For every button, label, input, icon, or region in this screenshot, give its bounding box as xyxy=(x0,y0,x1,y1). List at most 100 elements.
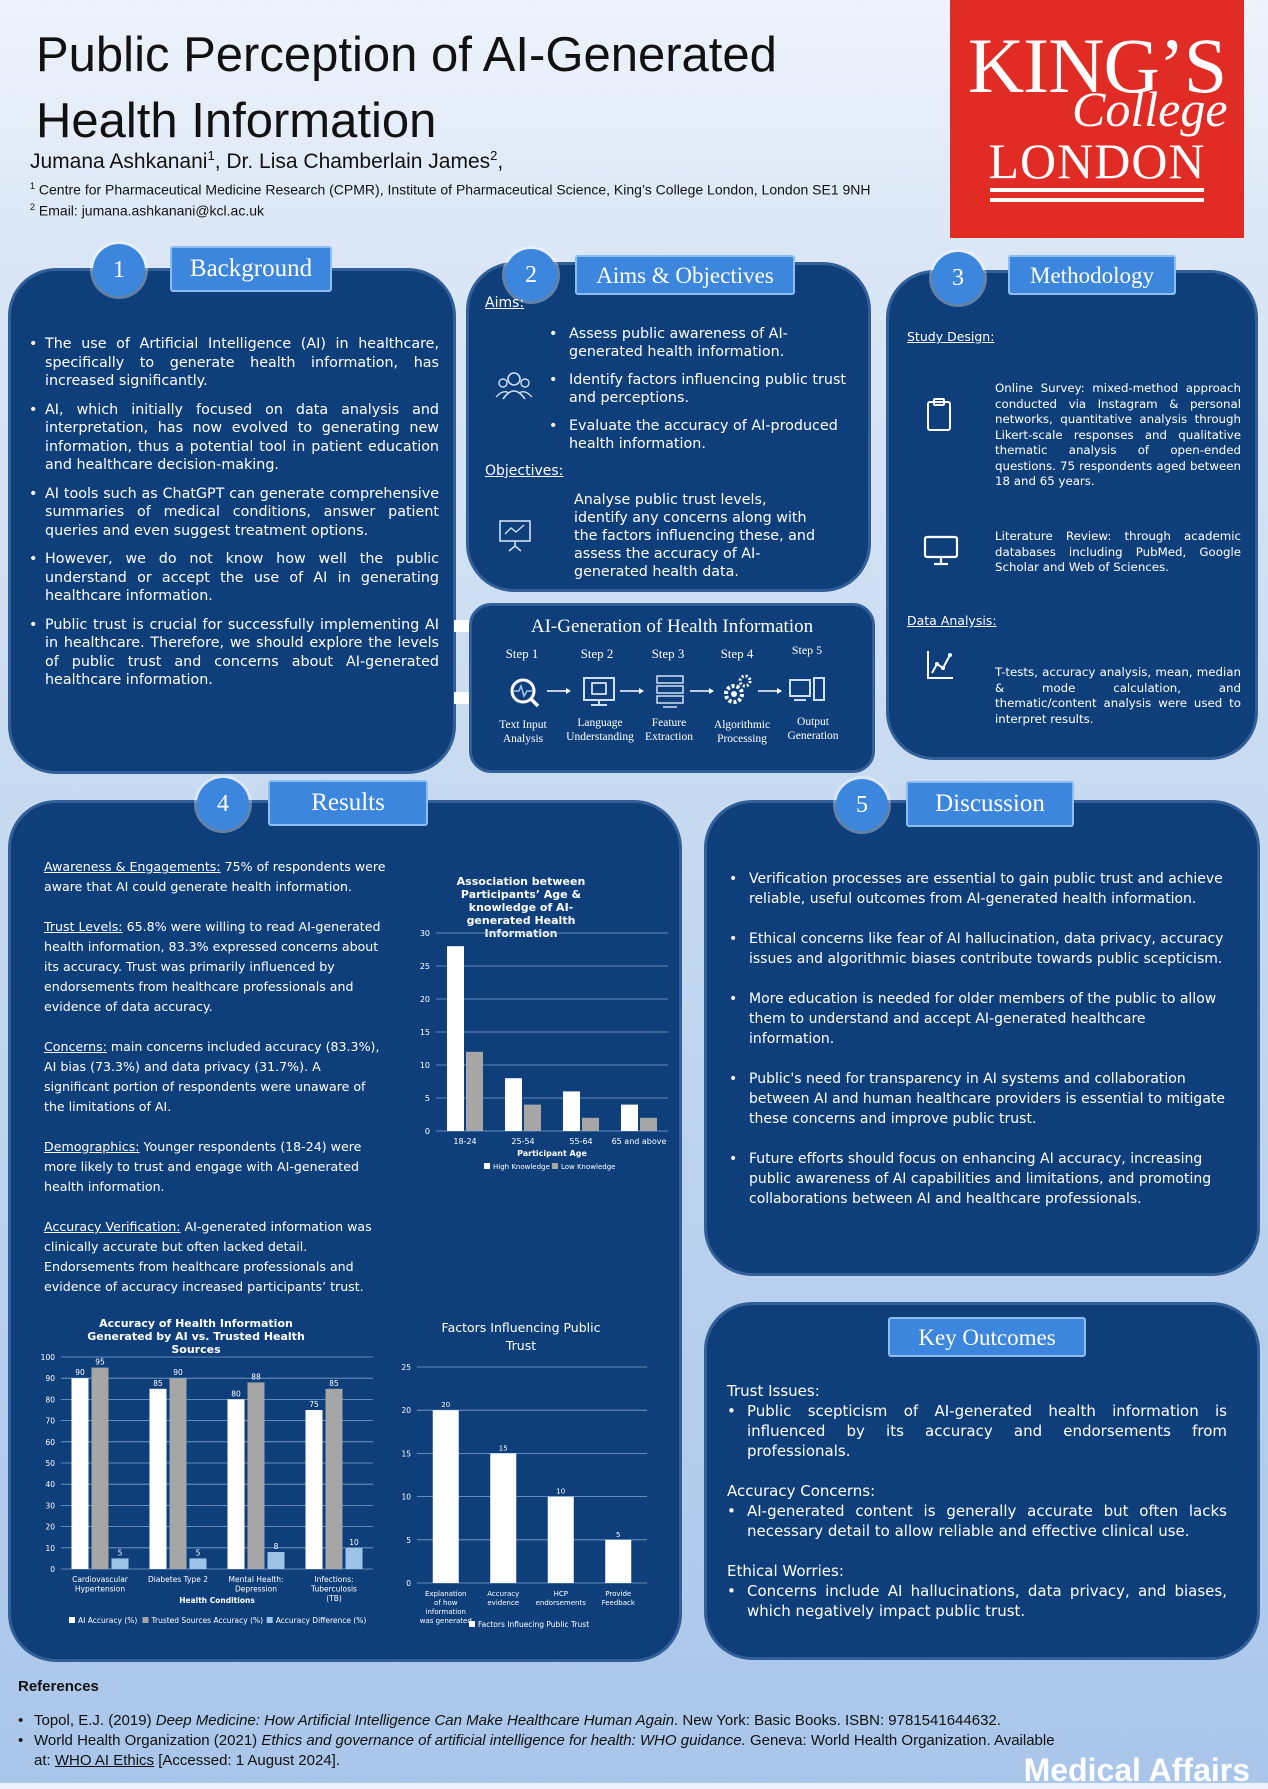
clipboard-icon xyxy=(927,398,951,431)
bar-value-label: 10 xyxy=(349,1538,359,1547)
bar-value-label: 90 xyxy=(75,1368,85,1377)
key-outcomes-heading: Key Outcomes xyxy=(888,1317,1086,1357)
step-4-caption-line: Processing xyxy=(717,733,767,745)
bar xyxy=(345,1547,363,1569)
x-category-label: (TB) xyxy=(326,1594,342,1603)
title-line-2: Health Information xyxy=(36,94,437,148)
x-category-label: Provide xyxy=(605,1590,631,1598)
background-bullet: AI, which initially focused on data anal… xyxy=(29,401,439,475)
step-3-caption-line: Extraction xyxy=(645,731,693,743)
x-category-label: Cardiovascular xyxy=(72,1575,129,1584)
affiliation-2-sup: 2 xyxy=(30,202,36,212)
affiliation-2: 2 Email: jumana.ashkanani@kcl.ac.uk xyxy=(30,202,264,219)
awareness-text: 75% of respondents were aware that AI co… xyxy=(44,859,386,894)
y-tick-label: 80 xyxy=(45,1395,55,1404)
x-category-label: 65 and above xyxy=(612,1137,667,1146)
logo-rule-2 xyxy=(990,198,1204,202)
y-tick-label: 70 xyxy=(45,1417,55,1426)
y-tick-label: 0 xyxy=(50,1565,55,1574)
bar xyxy=(189,1558,207,1569)
results-heading: Results xyxy=(268,780,428,826)
outcome-heading: Trust Issues: xyxy=(727,1382,820,1400)
y-tick-label: 30 xyxy=(420,929,430,938)
who-ai-ethics-link[interactable]: WHO AI Ethics xyxy=(54,1752,155,1769)
bar-value-label: 15 xyxy=(499,1444,508,1452)
accuracy-verification-label: Accuracy Verification: xyxy=(44,1219,181,1234)
x-category-label: endorsements xyxy=(536,1599,587,1607)
outcome-heading: Accuracy Concerns: xyxy=(727,1482,876,1500)
bar-value-label: 90 xyxy=(173,1368,183,1377)
concerns-label: Concerns: xyxy=(44,1039,107,1054)
x-category-label: 55-64 xyxy=(569,1137,592,1146)
trust-factors-chart-title: Factors Influencing Public Trust xyxy=(441,1320,601,1353)
outcome-list: Public scepticism of AI-generated health… xyxy=(727,1401,1227,1461)
pipeline-arrow-head xyxy=(566,688,571,694)
outcome-heading: Ethical Worries: xyxy=(727,1562,844,1580)
step-3-label: Step 3 xyxy=(651,646,685,661)
presentation-board-icon xyxy=(499,520,531,552)
bar xyxy=(247,1382,265,1569)
author-2: , Dr. Lisa Chamberlain James xyxy=(214,150,491,173)
y-tick-label: 50 xyxy=(45,1459,55,1468)
aim-item: Evaluate the accuracy of AI-produced hea… xyxy=(549,417,849,453)
bar xyxy=(305,1410,323,1569)
legend-swatch xyxy=(484,1163,490,1169)
key-outcomes-content: Trust Issues: Public scepticism of AI-ge… xyxy=(727,1381,1227,1621)
logo-line-3: LONDON xyxy=(988,133,1206,189)
bar xyxy=(640,1117,657,1131)
background-panel: The use of Artificial Intelligence (AI) … xyxy=(8,268,456,774)
legend-label: Accuracy Difference (%) xyxy=(276,1616,367,1625)
discussion-bullet: Future efforts should focus on enhancing… xyxy=(729,1149,1229,1209)
aims-heading: Aims & Objectives xyxy=(575,255,795,295)
bar-value-label: 20 xyxy=(441,1401,450,1409)
bar-value-label: 5 xyxy=(616,1531,620,1539)
y-tick-label: 5 xyxy=(425,1094,430,1103)
references-section: References Topol, E.J. (2019) Deep Medic… xyxy=(18,1678,1238,1771)
outcome-text: Concerns include AI hallucinations, data… xyxy=(727,1581,1227,1621)
y-tick-label: 20 xyxy=(420,995,430,1004)
author-line: Jumana Ashkanani1, Dr. Lisa Chamberlain … xyxy=(30,148,503,174)
y-tick-label: 10 xyxy=(45,1544,55,1553)
background-heading: Background xyxy=(170,246,332,292)
x-category-label: Accuracy xyxy=(487,1590,519,1598)
bar-value-label: 80 xyxy=(231,1389,241,1398)
bar xyxy=(621,1104,638,1131)
step-2-caption: Language Understanding xyxy=(560,716,640,744)
section-number-4: 4 xyxy=(197,778,249,830)
logo-rule-1 xyxy=(990,188,1204,192)
bar xyxy=(490,1453,517,1583)
step-3-caption-line: Feature xyxy=(651,717,687,729)
y-tick-label: 60 xyxy=(45,1438,55,1447)
footer-brand: Medical Affairs xyxy=(1023,1752,1250,1788)
discussion-bullets: Verification processes are essential to … xyxy=(729,869,1229,1209)
line-graph-icon xyxy=(927,651,953,679)
x-category-label: Feedback xyxy=(602,1599,636,1607)
pipeline-title: AI-Generation of Health Information xyxy=(530,616,814,637)
legend-label: Trusted Sources Accuracy (%) xyxy=(151,1616,264,1625)
aims-panel: Aims: Assess public awareness of AI-gene… xyxy=(466,262,871,592)
reference-text: [Accessed: 1 August 2024]. xyxy=(154,1752,341,1769)
author-2-sup: 2 xyxy=(490,148,498,163)
y-tick-label: 0 xyxy=(406,1579,411,1588)
awareness-paragraph: Awareness & Engagements: 75% of responde… xyxy=(44,857,389,897)
kings-college-logo: KING’S College LONDON xyxy=(950,0,1244,238)
concerns-paragraph: Concerns: main concerns included accurac… xyxy=(44,1037,389,1117)
step-4-label: Step 4 xyxy=(720,646,754,661)
discussion-bullet: Public's need for transparency in AI sys… xyxy=(729,1069,1229,1129)
awareness-label: Awareness & Engagements: xyxy=(44,859,221,874)
bar-value-label: 75 xyxy=(309,1400,319,1409)
concerns-text: main concerns included accuracy (83.3%),… xyxy=(44,1039,380,1114)
pipeline-arrow-head xyxy=(709,688,714,694)
people-group-icon xyxy=(495,372,533,400)
section-number-3: 3 xyxy=(932,252,984,304)
y-tick-label: 15 xyxy=(401,1449,411,1458)
affiliation-1-text: Centre for Pharmaceutical Medicine Resea… xyxy=(38,181,871,198)
reference-report-title: Ethics and governance of artificial inte… xyxy=(261,1732,746,1749)
outcome-list: AI-generated content is generally accura… xyxy=(727,1501,1227,1541)
computer-monitor-icon xyxy=(923,535,959,566)
reference-text: . New York: Basic Books. ISBN: 978154164… xyxy=(674,1712,1001,1729)
y-tick-label: 10 xyxy=(420,1061,430,1070)
y-tick-label: 30 xyxy=(45,1501,55,1510)
bar xyxy=(524,1104,541,1131)
